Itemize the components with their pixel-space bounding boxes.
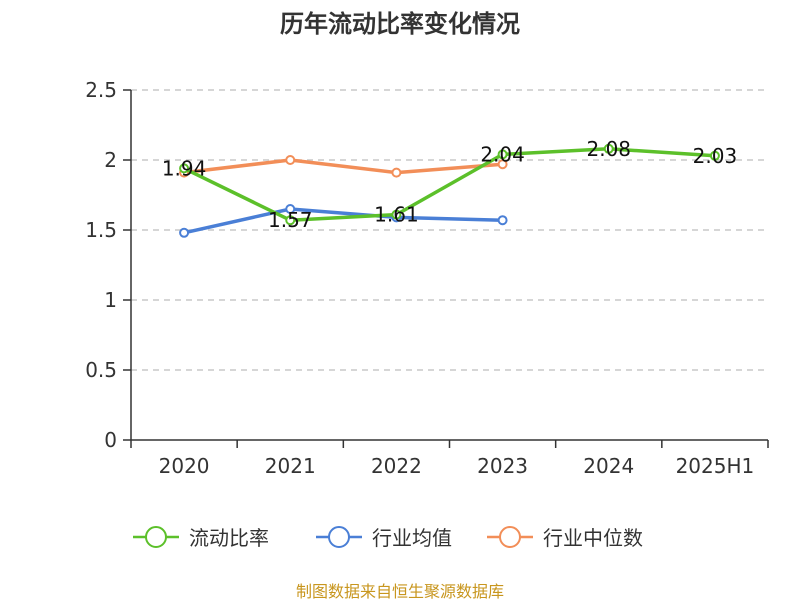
legend-label: 流动比率 [189,526,269,550]
y-tick-label: 1.5 [85,218,117,242]
data-point[interactable] [285,204,296,214]
data-label: 1.94 [162,156,207,180]
grid-lines [131,89,768,371]
series-line [183,207,503,235]
data-point[interactable] [497,159,508,170]
y-tick-label: 1 [104,288,117,312]
data-point[interactable] [497,215,508,226]
legend-label: 行业均值 [372,526,452,550]
data-point[interactable] [285,215,296,226]
data-label: 2.03 [693,144,738,168]
legend-marker [499,526,521,548]
data-point[interactable] [391,167,402,178]
legend-item[interactable]: 流动比率 [133,526,269,550]
chart-title: 历年流动比率变化情况 [280,10,520,38]
source-note: 制图数据来自恒生聚源数据库 [295,582,504,601]
x-tick-label: 2022 [371,454,422,478]
y-tick-label: 2 [104,148,117,172]
y-tick-label: 2.5 [85,78,117,102]
series-line [183,158,503,175]
data-point[interactable] [285,155,296,165]
x-tick-label: 2020 [159,454,210,478]
x-tick-label: 2024 [583,454,634,478]
data-point[interactable] [179,227,190,238]
legend-marker [328,526,350,548]
data-label: 1.61 [374,203,419,227]
data-labels: 1.94 1.57 1.61 2.04 2.08 2.03 [162,137,737,232]
data-point[interactable] [391,209,402,220]
x-tick-label: 2025H1 [676,454,755,478]
data-label: 2.04 [480,142,525,166]
y-tick-label: 0 [104,428,117,452]
legend-item[interactable]: 行业均值 [316,526,452,550]
data-point[interactable] [709,150,720,161]
data-point[interactable] [179,163,190,174]
data-point[interactable] [497,149,508,160]
axes: 0 0.5 1 1.5 2 2.5 2020 2021 2022 2023 2024 2025H1 [85,78,769,478]
series-lines [179,143,720,238]
legend-marker [145,526,167,548]
legend-item[interactable]: 行业中位数 [487,526,643,550]
y-tick-label: 0.5 [85,358,117,382]
legend-label: 行业中位数 [543,526,643,550]
data-point[interactable] [603,143,614,154]
x-tick-label: 2021 [265,454,316,478]
data-label: 1.57 [268,208,313,232]
series-line [183,147,716,222]
data-label: 2.08 [586,137,631,161]
legend[interactable]: 流动比率 行业均值 行业中位数 [133,526,643,550]
x-tick-label: 2023 [477,454,528,478]
